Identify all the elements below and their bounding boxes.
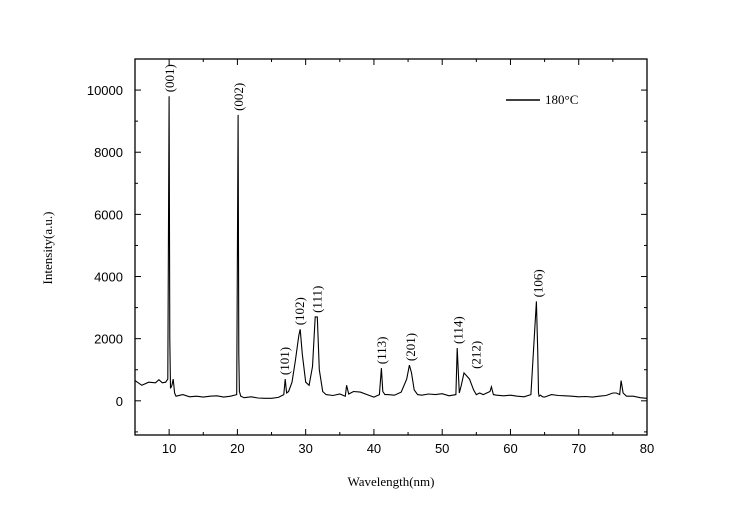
peak-label: (102)	[292, 297, 307, 325]
x-tick-label: 80	[640, 441, 654, 456]
series-group	[134, 96, 648, 399]
x-tick-label: 20	[230, 441, 244, 456]
y-tick-label: 6000	[94, 207, 123, 222]
plot-frame	[134, 58, 648, 436]
legend-label: 180°C	[545, 92, 578, 107]
peak-label: (113)	[374, 337, 389, 365]
y-tick-label: 10000	[87, 83, 123, 98]
y-axis-title: Intensity(a.u.)	[40, 212, 55, 285]
x-tick-label: 60	[503, 441, 517, 456]
peak-label: (106)	[531, 269, 546, 297]
peak-label: (001)	[162, 64, 177, 92]
peak-label: (111)	[309, 286, 324, 313]
peak-label: (101)	[277, 347, 292, 375]
y-tick-label: 8000	[94, 145, 123, 160]
y-tick-label: 2000	[94, 332, 123, 347]
y-tick-label: 4000	[94, 270, 123, 285]
peak-label: (212)	[468, 341, 483, 369]
x-tick-label: 70	[571, 441, 585, 456]
peak-label: (114)	[451, 316, 466, 344]
x-tick-label: 30	[298, 441, 312, 456]
x-axis-title: Wavelength(nm)	[347, 474, 434, 489]
peak-label: (002)	[231, 83, 246, 111]
x-tick-label: 40	[367, 441, 381, 456]
series-line	[134, 96, 648, 399]
x-tick-label: 10	[162, 441, 176, 456]
peak-label: (201)	[403, 333, 418, 361]
y-tick-label: 0	[116, 394, 123, 409]
peak-annotations: (001) (002) (101) (102) (111) (113) (201) (114)…	[162, 64, 546, 375]
legend: 180°C	[506, 92, 578, 107]
axis-ticks: 10 20 30 40 50 60 70 80 0 2000 4000 6000 8000 10000	[87, 58, 654, 456]
x-tick-label: 50	[435, 441, 449, 456]
